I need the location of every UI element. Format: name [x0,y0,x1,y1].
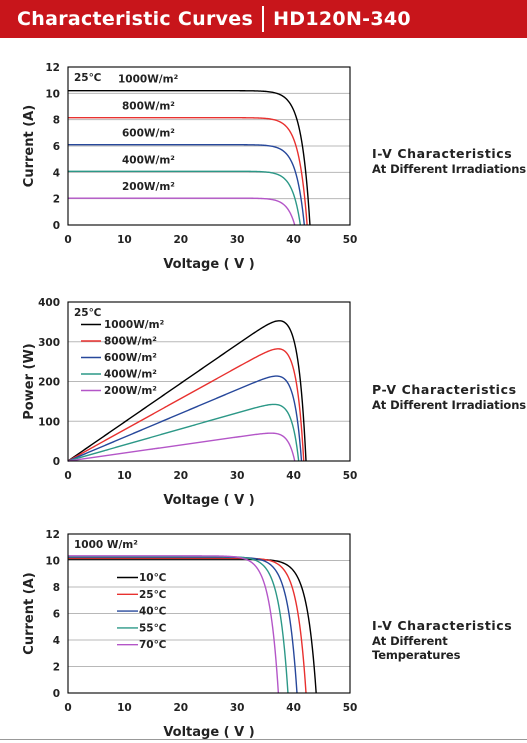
y-tick-label: 6 [53,609,60,621]
x-tick-label: 40 [286,234,301,246]
y-tick-label: 100 [38,416,60,428]
series-label: 800W/m² [122,101,175,113]
legend-label: 25℃ [139,589,166,601]
y-axis-label: Power (W) [22,343,37,419]
x-tick-label: 20 [173,470,188,482]
series-line [68,116,308,226]
title-separator [262,6,265,32]
condition-annotation: 25℃ [74,72,101,84]
series-label: 400W/m² [122,154,175,166]
x-tick-label: 0 [64,234,71,246]
x-axis-label: Voltage ( V ) [163,725,254,740]
y-tick-label: 200 [38,377,60,389]
condition-annotation: 25℃ [74,307,101,319]
page-title: Characteristic Curves [17,8,254,30]
x-tick-label: 40 [286,470,301,482]
legend-label: 10℃ [139,572,166,584]
series-line [67,432,296,462]
legend-label: 70℃ [139,639,166,651]
pv-irradiance-chart: 0 100 200 300 400 0 10 20 30 40 50 Voltage ( V ) Pow… [22,297,358,508]
x-axis-label: Voltage ( V ) [163,493,254,508]
y-tick-label: 2 [53,662,60,674]
caption-pv-irradiance: P-V Characteristics At Different Irradia… [372,382,526,412]
y-tick-label: 12 [45,62,60,74]
legend-label: 55℃ [139,622,166,634]
series-line [68,557,307,694]
caption-line1: I-V Characteristics [372,618,513,633]
model-number: HD120N-340 [273,8,411,30]
plot-frame [67,66,351,226]
y-tick-label: 400 [38,297,60,309]
x-tick-label: 20 [173,234,188,246]
series-label: 600W/m² [122,128,175,140]
caption-iv-temperature: I-V Characteristics At Different Tempera… [372,618,527,662]
x-tick-label: 30 [230,702,245,714]
series-label: 1000W/m² [118,74,179,86]
series-line [68,170,302,226]
caption-line1: I-V Characteristics [372,146,513,161]
legend-label: 400W/m² [104,369,157,381]
series-line [68,558,317,694]
x-axis-label: Voltage ( V ) [163,257,254,272]
x-tick-label: 10 [117,234,132,246]
x-tick-label: 0 [64,470,71,482]
x-tick-label: 30 [230,470,245,482]
condition-annotation: 1000 W/m² [74,539,138,551]
y-tick-label: 0 [53,456,60,468]
series-label: 200W/m² [122,181,175,193]
y-tick-label: 300 [38,337,60,349]
plot-frame [67,301,351,462]
caption-line2: At Different Irradiations [372,162,527,176]
series-line [67,320,307,462]
y-tick-label: 8 [53,582,60,594]
series-line [67,403,300,462]
y-tick-label: 10 [45,556,60,568]
plot-frame [67,533,351,694]
x-tick-label: 10 [117,470,132,482]
series-line [68,90,311,226]
x-tick-label: 50 [343,234,358,246]
y-tick-label: 2 [53,194,60,206]
y-tick-label: 6 [53,141,60,153]
caption-iv-irradiance: I-V Characteristics At Different Irradia… [372,146,526,176]
x-tick-label: 20 [173,702,188,714]
y-tick-label: 4 [53,635,60,647]
caption-line2: At Different Temperatures [372,634,461,662]
series-line [67,348,305,462]
x-tick-label: 50 [343,702,358,714]
header-banner: Characteristic Curves HD120N-340 [0,0,527,38]
series-line [67,375,303,462]
y-tick-label: 0 [53,220,60,232]
series-line [67,555,289,694]
series-line [68,143,306,226]
y-tick-label: 4 [53,167,60,179]
legend-label: 40℃ [139,606,166,618]
x-tick-label: 50 [343,470,358,482]
series-line [68,197,296,226]
series-line [68,555,280,694]
y-tick-label: 12 [45,529,60,541]
y-tick-label: 10 [45,88,60,100]
legend-label: 600W/m² [104,352,157,364]
x-tick-label: 10 [117,702,132,714]
caption-line1: P-V Characteristics [372,382,517,397]
bottom-divider [0,739,527,740]
legend-label: 200W/m² [104,385,157,397]
x-tick-label: 0 [64,702,71,714]
y-axis-label: Current (A) [22,105,37,187]
x-tick-label: 30 [230,234,245,246]
y-tick-label: 0 [53,688,60,700]
y-tick-label: 8 [53,115,60,127]
x-tick-label: 40 [286,702,301,714]
iv-temperature-chart: 0 2 4 6 8 10 12 0 10 20 30 40 50 Voltage ( V ) Current… [22,529,358,740]
caption-line2: At Different Irradiations [372,398,527,412]
legend-label: 800W/m² [104,336,157,348]
legend-label: 1000W/m² [104,319,165,331]
y-axis-label: Current (A) [22,572,37,654]
iv-irradiance-chart: 0 2 4 6 8 10 12 0 10 20 30 40 50 Voltage ( V ) Current… [22,62,358,272]
